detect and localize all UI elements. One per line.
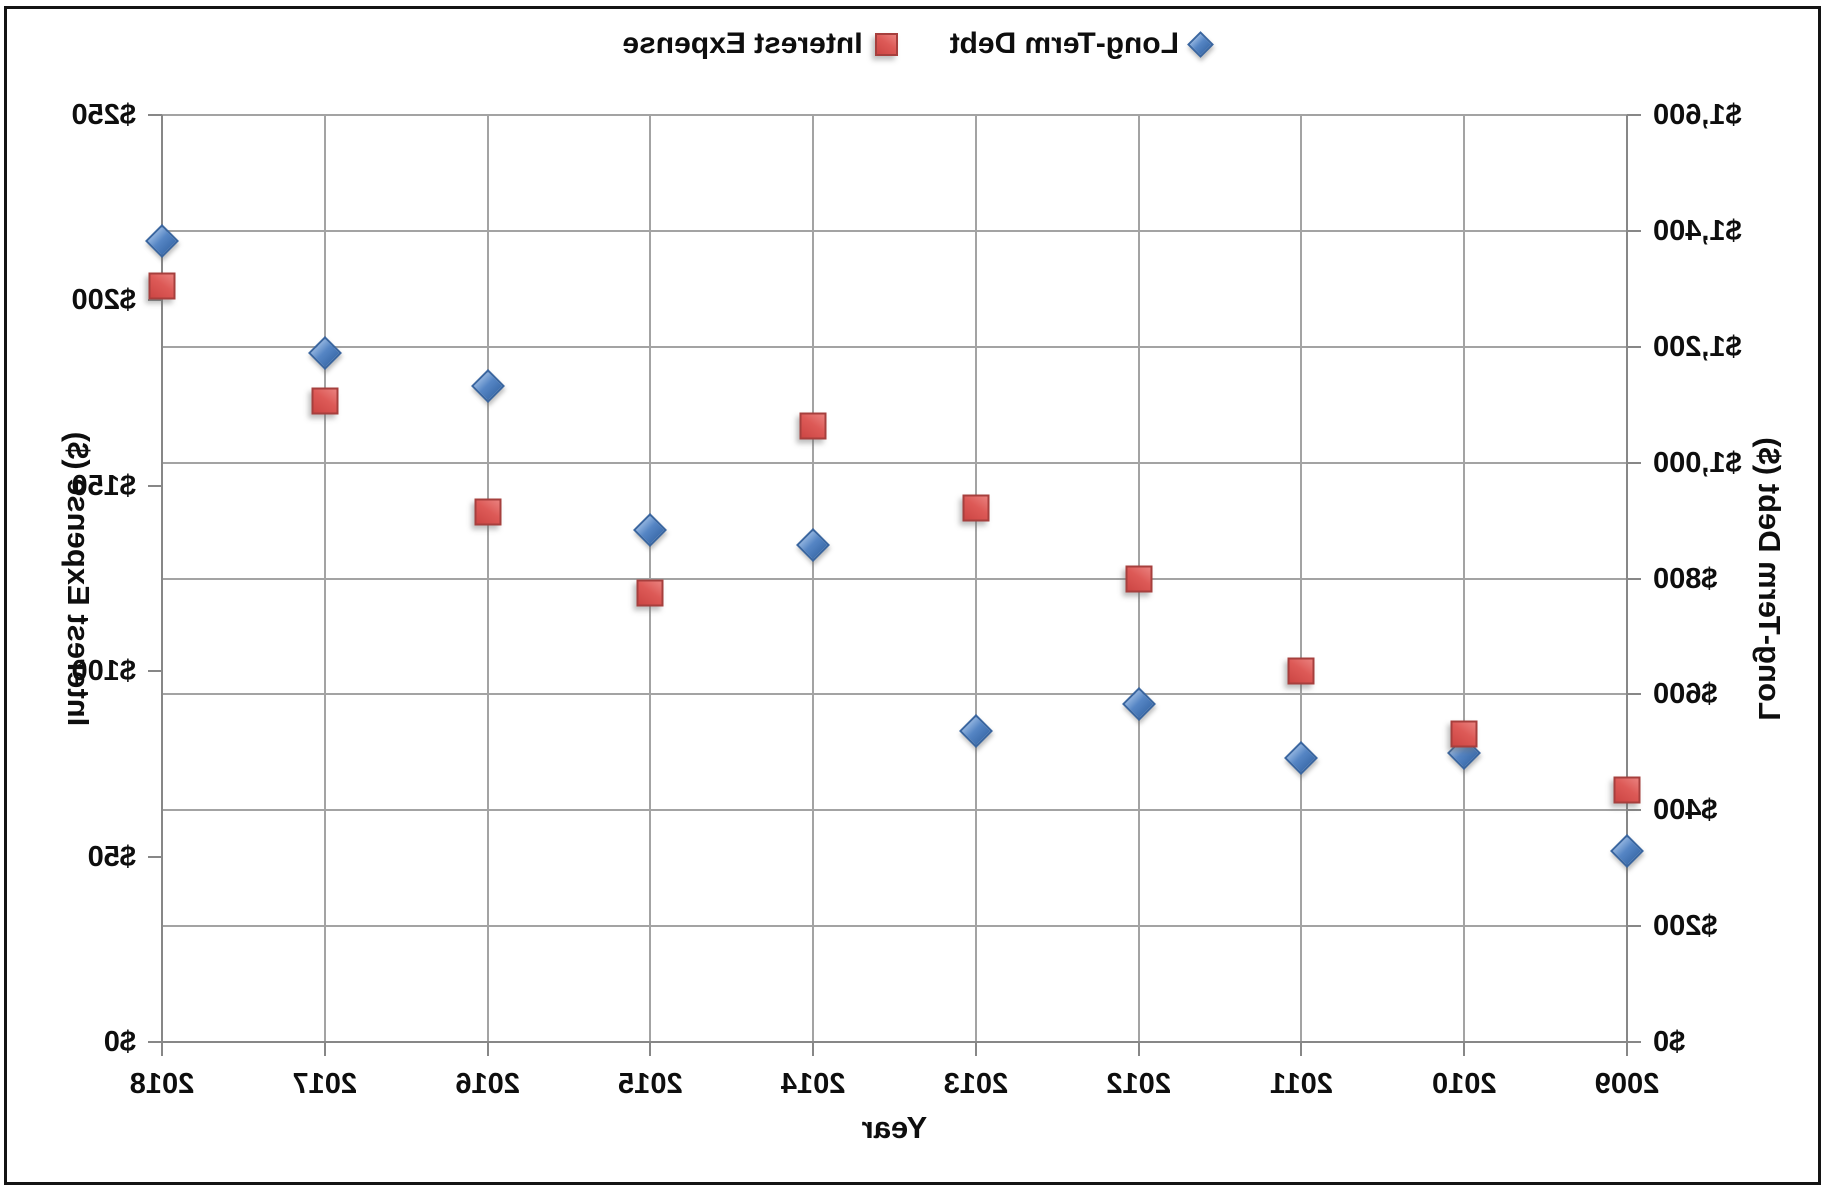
long-term-debt-marker [1121,687,1156,722]
interest-expense-marker [1613,776,1641,804]
square-marker-icon [1125,565,1153,592]
interest-expense-marker [962,494,990,522]
diamond-marker-icon [307,335,342,370]
legend: Long-Term Debt Interest Expense [622,26,1214,62]
diamond-marker-icon [633,512,668,547]
diamond-marker-icon [1610,833,1644,868]
interest-expense-marker [1125,565,1153,592]
x-axis-title: Year [861,1110,928,1145]
diamond-marker-icon [145,223,179,258]
diamond-marker-icon [1121,687,1156,722]
right-axis-title: Interest Expense ($) [61,431,96,726]
square-marker-icon [311,387,339,415]
diamond-marker-icon [1284,740,1319,775]
square-marker-icon [1450,720,1478,748]
legend-label: Long-Term Debt [949,27,1179,60]
square-marker-icon [962,494,990,522]
interest-expense-marker [311,387,339,415]
interest-expense-marker [1450,720,1478,748]
long-term-debt-marker [1284,740,1319,775]
long-term-debt-marker [145,223,179,258]
diamond-marker-icon [958,714,993,749]
left-axis-title: Long-Term Debt ($) [1752,436,1787,721]
interest-expense-marker [1287,657,1315,685]
long-term-debt-marker [796,527,831,562]
interest-expense-marker [636,579,664,607]
square-marker-icon [1287,657,1315,685]
interest-expense-marker [799,412,827,440]
long-term-debt-marker [307,335,342,370]
legend-item-long-term-debt: Long-Term Debt [949,26,1214,62]
square-marker-icon [1613,776,1641,804]
square-marker-icon [799,412,827,440]
diamond-marker-icon [470,368,505,403]
long-term-debt-marker [470,368,505,403]
legend-label: Interest Expense [622,27,863,60]
square-marker-icon [636,579,664,607]
long-term-debt-marker [958,714,993,749]
square-marker-icon [874,32,898,56]
interest-expense-marker [148,272,176,300]
long-term-debt-marker [1610,833,1644,868]
interest-expense-marker [474,498,502,526]
square-marker-icon [474,498,502,526]
square-marker-icon [148,272,176,300]
diamond-marker-icon [796,527,831,562]
diamond-marker-icon [1187,30,1214,58]
long-term-debt-marker [633,512,668,547]
legend-item-interest-expense: Interest Expense [622,26,898,62]
